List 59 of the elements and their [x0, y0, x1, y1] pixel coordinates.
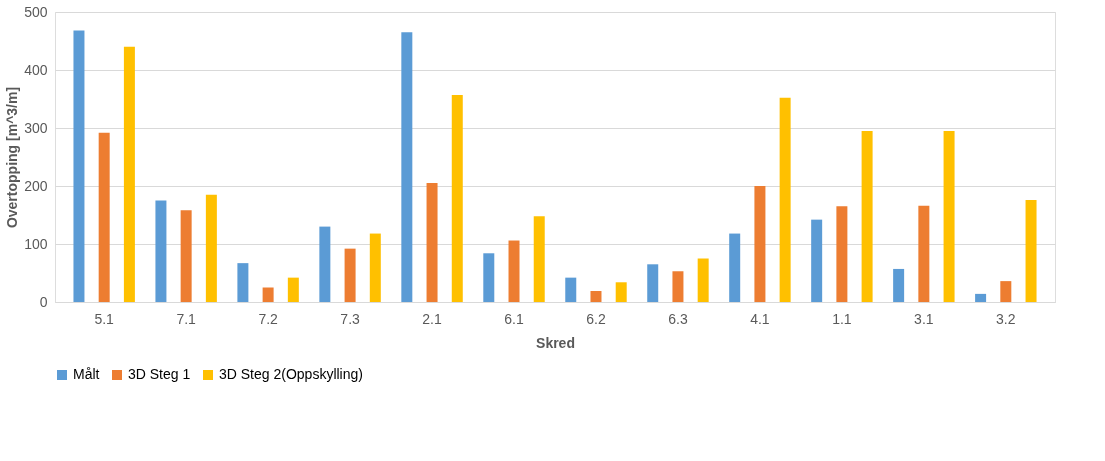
bar	[975, 293, 987, 302]
x-tick-label: 4.1	[750, 310, 770, 327]
bar	[918, 205, 930, 302]
bar	[1000, 281, 1012, 302]
bar	[483, 253, 495, 302]
legend-label: 3D Steg 1	[128, 366, 191, 382]
bar	[533, 216, 545, 302]
x-tick-label: 7.2	[258, 310, 279, 327]
legend-label: 3D Steg 2(Oppskylling)	[219, 366, 363, 382]
y-tick-label: 400	[24, 61, 48, 78]
bar	[836, 206, 848, 302]
bar	[697, 258, 709, 302]
bar	[73, 30, 85, 302]
x-tick-label: 3.1	[914, 310, 934, 327]
bar	[426, 183, 438, 302]
y-axis-title: Overtopping [m^3/m]	[4, 86, 21, 229]
bar	[401, 32, 413, 302]
x-axis-title: Skred	[536, 334, 575, 351]
bar	[779, 97, 791, 302]
x-tick-label: 2.1	[422, 310, 442, 327]
bar	[893, 268, 905, 302]
bar	[369, 233, 381, 302]
bar	[615, 282, 627, 302]
y-tick-label: 100	[24, 235, 48, 252]
bar	[861, 130, 873, 302]
bar	[943, 130, 955, 302]
bar	[237, 263, 249, 302]
x-tick-label: 3.2	[996, 310, 1016, 327]
x-tick-label: 7.3	[340, 310, 361, 327]
bar	[155, 200, 167, 302]
bar	[590, 290, 602, 302]
bar	[1025, 199, 1037, 302]
bar	[754, 186, 766, 302]
bar	[319, 226, 331, 302]
bar	[811, 219, 823, 302]
bar	[729, 233, 741, 302]
x-tick-label: 6.2	[586, 310, 606, 327]
y-tick-label: 0	[39, 293, 48, 310]
x-tick-label: 6.3	[668, 310, 688, 327]
bar	[565, 277, 577, 302]
y-tick-label: 500	[24, 3, 48, 20]
x-tick-label: 6.1	[504, 310, 524, 327]
bar	[508, 240, 520, 302]
bar	[344, 248, 356, 302]
x-tick-label: 1.1	[832, 310, 852, 327]
bar	[205, 194, 217, 302]
bar	[123, 46, 135, 302]
bar	[451, 94, 463, 302]
bar	[647, 264, 659, 302]
x-tick-label: 7.1	[176, 310, 197, 327]
bar	[180, 210, 192, 302]
bar	[262, 287, 274, 302]
y-tick-label: 300	[24, 119, 48, 136]
bar	[98, 132, 110, 302]
bar	[287, 277, 299, 302]
x-tick-label: 5.1	[94, 310, 115, 327]
bar	[672, 271, 684, 302]
legend-label: Målt	[73, 366, 100, 382]
y-tick-label: 200	[24, 177, 48, 194]
